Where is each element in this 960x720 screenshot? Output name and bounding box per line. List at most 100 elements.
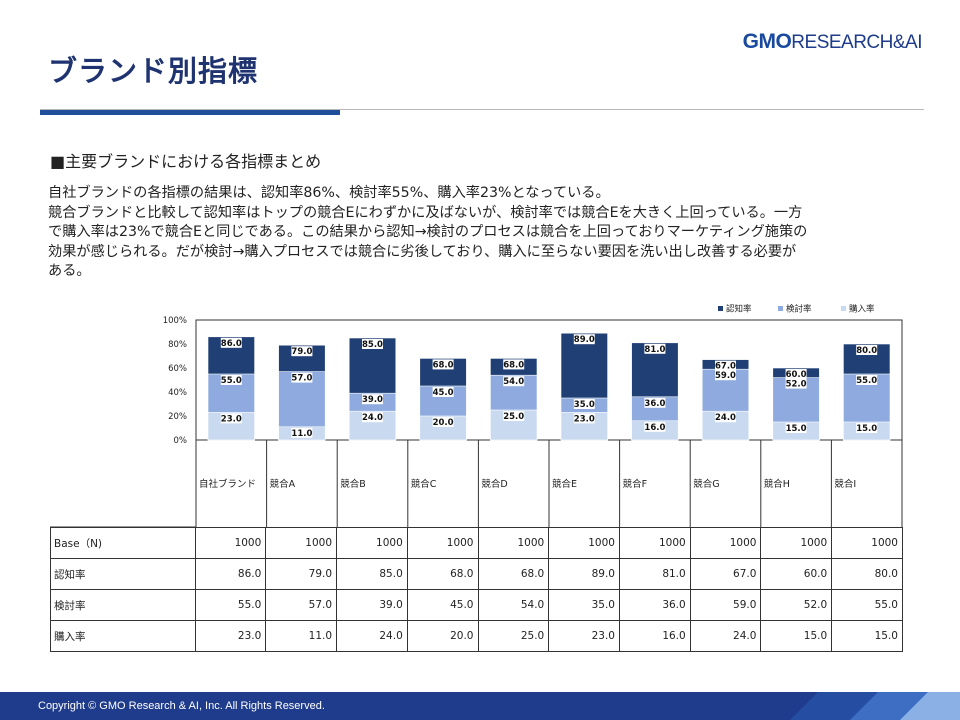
table-row: 認知率 86.0 79.0 85.0 68.0 68.0 89.0 81.0 6… [50, 558, 903, 590]
row-header: 認知率 [50, 558, 196, 590]
copyright-text: Copyright © GMO Research & AI, Inc. All … [38, 700, 325, 712]
table-cell: 80.0 [831, 558, 903, 590]
x-tick-label: 競合A [270, 478, 296, 490]
table-cell: 81.0 [618, 558, 691, 590]
data-label: 57.0 [291, 374, 312, 384]
table-cell: 23.0 [194, 620, 267, 652]
summary-line: 効果が感じられる。だが検討→購入プロセスでは競合に劣後しており、購入に至らない要… [48, 243, 797, 260]
data-label: 81.0 [644, 345, 665, 355]
data-label: 20.0 [433, 418, 454, 428]
table-cell: 23.0 [548, 620, 620, 652]
data-label: 86.0 [221, 339, 242, 349]
data-label: 11.0 [291, 429, 312, 439]
x-tick-label: 競合G [693, 478, 719, 490]
table-cell: 36.0 [618, 589, 691, 621]
table-cell: 79.0 [265, 558, 338, 590]
data-label-box [644, 343, 666, 354]
data-label: 54.0 [503, 377, 524, 387]
y-tick-label: 100% [163, 316, 187, 326]
data-label-box [432, 417, 454, 427]
summary-text: 自社ブランドの各指標の結果は、認知率86%、検討率55%、購入率23%となってい… [48, 184, 918, 282]
data-label-box [220, 375, 242, 385]
summary-line: 競合ブランドと比較して認知率はトップの競合Eにわずかに及ばないが、検討率では競合… [48, 204, 803, 221]
y-tick-label: 0% [174, 436, 188, 446]
table-cell: 86.0 [194, 558, 267, 590]
summary-line: ある。 [48, 263, 91, 279]
data-label-box [715, 370, 736, 381]
table-cell: 54.0 [477, 589, 550, 621]
x-tick-label: 競合D [481, 478, 507, 490]
data-label: 23.0 [574, 414, 595, 424]
table-cell: 35.0 [548, 589, 620, 621]
x-tick-label: 競合H [764, 478, 790, 490]
table-cell: 52.0 [760, 589, 833, 621]
data-label: 16.0 [644, 423, 665, 433]
table-cell: 60.0 [760, 558, 833, 590]
data-label-box [573, 399, 595, 409]
x-tick-label: 競合B [340, 478, 366, 490]
x-tick-label: 自社ブランド [199, 478, 256, 490]
data-label: 79.0 [291, 347, 312, 357]
table-cell: 1000 [548, 527, 620, 559]
row-header: 購入率 [50, 620, 196, 652]
table-cell: 1000 [618, 527, 691, 559]
data-label: 52.0 [786, 380, 807, 390]
data-label-box [503, 376, 525, 387]
data-label: 24.0 [362, 413, 383, 423]
logo-text: RESEARCH&AI [791, 32, 922, 53]
summary-line: 自社ブランドの各指標の結果は、認知率86%、検討率55%、購入率23%となってい… [48, 185, 610, 201]
data-label: 60.0 [786, 370, 807, 380]
data-label: 85.0 [362, 340, 383, 350]
data-label-box [220, 337, 242, 348]
data-label: 67.0 [715, 362, 736, 372]
legend-swatch [718, 306, 723, 311]
table-row: 検討率 55.0 57.0 39.0 45.0 54.0 35.0 36.0 5… [50, 589, 903, 621]
table-cell: 59.0 [689, 589, 762, 621]
table-cell: 1000 [336, 527, 408, 559]
table-cell: 15.0 [760, 620, 833, 652]
data-label-box [715, 360, 736, 371]
data-label-box [856, 423, 878, 433]
table-cell: 25.0 [477, 620, 550, 652]
x-tick-label: 競合I [834, 478, 856, 490]
data-label-box [785, 369, 807, 379]
table-cell: 15.0 [831, 620, 903, 652]
table-cell: 68.0 [406, 558, 479, 590]
title-accent-bar [40, 110, 340, 115]
data-label-box [785, 423, 807, 433]
x-tick-label: 競合F [623, 478, 647, 490]
table-cell: 24.0 [336, 620, 408, 652]
footer-decoration [790, 692, 960, 720]
data-label-box [220, 413, 242, 424]
y-tick-label: 80% [168, 340, 187, 350]
data-label: 89.0 [574, 335, 595, 345]
table-cell: 1000 [477, 527, 550, 559]
table-cell: 85.0 [336, 558, 408, 590]
data-label: 15.0 [856, 424, 877, 434]
data-label-box [291, 346, 313, 357]
data-label-box [573, 413, 595, 424]
table-cell: 1000 [265, 527, 338, 559]
data-label-box [362, 412, 383, 423]
data-label: 15.0 [786, 424, 807, 434]
data-label: 55.0 [856, 376, 877, 386]
page-title: ブランド別指標 [48, 54, 259, 88]
table-cell: 1000 [194, 527, 267, 559]
table-row: 購入率 23.0 11.0 24.0 20.0 25.0 23.0 16.0 2… [50, 620, 903, 652]
table-cell: 1000 [689, 527, 762, 559]
data-label: 25.0 [503, 412, 524, 422]
y-tick-label: 40% [168, 388, 187, 398]
legend-swatch [841, 306, 846, 311]
data-label: 68.0 [433, 360, 454, 370]
table-cell: 39.0 [336, 589, 408, 621]
data-label-box [856, 345, 878, 355]
company-logo: GMORESEARCH&AI [743, 30, 923, 54]
legend-label: 認知率 [726, 304, 752, 315]
data-label-box [503, 411, 525, 421]
legend-swatch [778, 306, 783, 311]
data-label-box [644, 421, 666, 432]
table-cell: 68.0 [477, 558, 550, 590]
table-cell: 55.0 [831, 589, 903, 621]
data-label-box [362, 339, 383, 349]
